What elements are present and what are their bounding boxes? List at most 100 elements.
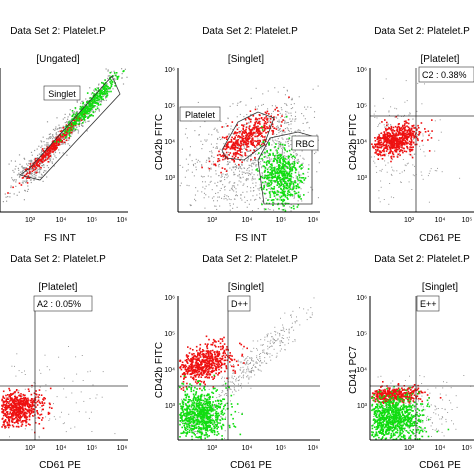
event-dot: [236, 124, 238, 126]
event-dot: [33, 176, 35, 178]
event-dot: [19, 399, 21, 401]
event-dot: [386, 171, 388, 173]
event-dot: [392, 126, 395, 129]
event-dot: [284, 177, 287, 179]
event-dot: [191, 171, 193, 173]
event-dot: [194, 163, 196, 165]
event-dot: [59, 134, 62, 136]
event-dot: [401, 135, 404, 137]
event-dot: [24, 169, 27, 171]
event-dot: [250, 187, 252, 189]
event-dot: [69, 122, 72, 125]
event-dot: [5, 415, 7, 417]
event-dot: [196, 161, 198, 163]
panel-2-y-ticks: 10⁶ 10⁵ 10⁴ 10³: [164, 67, 175, 182]
event-dot: [292, 161, 294, 163]
event-dot: [13, 408, 15, 411]
event-dot: [264, 151, 266, 154]
event-dot: [99, 90, 101, 93]
event-dot: [263, 119, 265, 122]
event-dot: [77, 123, 80, 126]
event-dot: [247, 145, 250, 148]
event-dot: [107, 70, 109, 72]
event-dot: [278, 145, 280, 147]
event-dot: [240, 151, 242, 153]
event-dot: [182, 166, 184, 168]
event-dot: [386, 132, 389, 134]
event-dot: [273, 192, 275, 194]
event-dot: [230, 145, 233, 147]
event-dot: [237, 136, 239, 138]
event-dot: [62, 135, 64, 138]
event-dot: [101, 396, 103, 398]
event-dot: [246, 178, 248, 180]
event-dot: [269, 118, 272, 120]
event-dot: [48, 406, 51, 409]
event-dot: [199, 161, 201, 163]
event-dot: [42, 159, 44, 161]
event-dot: [106, 83, 108, 85]
event-dot: [230, 188, 232, 190]
event-dot: [397, 138, 400, 141]
event-dot: [257, 121, 260, 124]
event-dot: [6, 416, 9, 418]
event-dot: [295, 130, 297, 132]
event-dot: [262, 159, 264, 161]
event-dot: [116, 77, 119, 79]
panel-2-platelet-label-box: [179, 106, 221, 122]
event-dot: [16, 420, 18, 422]
event-dot: [299, 182, 301, 184]
event-dot: [248, 132, 250, 135]
event-dot: [418, 132, 421, 135]
event-dot: [47, 157, 50, 159]
event-dot: [377, 154, 380, 156]
event-dot: [204, 207, 206, 209]
event-dot: [10, 160, 12, 162]
event-dot: [265, 112, 268, 115]
event-dot: [35, 396, 37, 399]
event-dot: [257, 142, 259, 144]
event-dot: [56, 145, 58, 147]
event-dot: [397, 117, 399, 119]
event-dot: [266, 152, 268, 154]
event-dot: [404, 126, 407, 128]
event-dot: [250, 140, 253, 143]
event-dot: [269, 149, 272, 152]
event-dot: [404, 101, 406, 103]
event-dot: [249, 118, 251, 121]
event-dot: [276, 179, 278, 181]
event-dot: [297, 183, 299, 185]
event-dot: [40, 173, 43, 175]
event-dot: [39, 168, 41, 171]
event-dot: [307, 175, 309, 177]
event-dot: [270, 190, 272, 192]
event-dot: [11, 406, 13, 409]
event-dot: [276, 157, 279, 159]
event-dot: [37, 171, 39, 173]
event-dot: [283, 172, 286, 174]
event-dot: [208, 157, 210, 159]
event-dot: [3, 423, 5, 425]
event-dot: [386, 133, 389, 136]
event-dot: [53, 165, 55, 167]
event-dot: [281, 109, 283, 111]
event-dot: [5, 394, 7, 397]
event-dot: [288, 165, 291, 167]
event-dot: [264, 176, 266, 178]
panel-2-green-events: [255, 116, 310, 212]
event-dot: [48, 147, 51, 150]
event-dot: [265, 122, 267, 125]
event-dot: [236, 150, 239, 152]
event-dot: [93, 100, 95, 103]
event-dot: [268, 157, 270, 159]
event-dot: [8, 396, 10, 398]
event-dot: [70, 119, 72, 121]
event-dot: [305, 108, 307, 110]
event-dot: [294, 157, 296, 159]
event-dot: [221, 197, 223, 199]
event-dot: [13, 193, 15, 195]
event-dot: [376, 171, 378, 173]
event-dot: [35, 402, 37, 404]
event-dot: [293, 207, 295, 210]
event-dot: [15, 416, 17, 419]
